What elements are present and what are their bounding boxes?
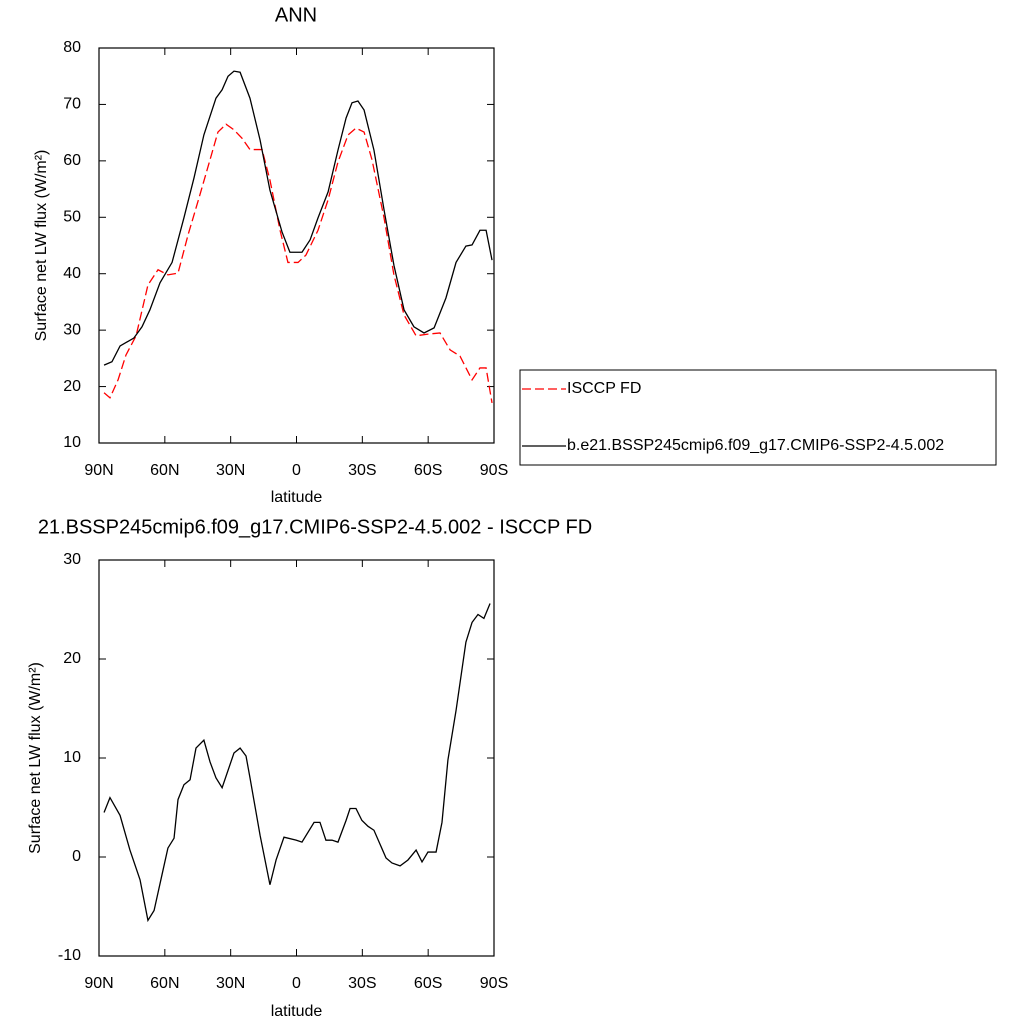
y-axis-label: Surface net LW flux (W/m²) — [27, 662, 44, 854]
plot-frame — [98, 47, 495, 444]
y-tick-label: 80 — [63, 39, 81, 56]
x-tick-label: 90N — [84, 462, 113, 479]
data-line — [103, 70, 493, 366]
y-tick-label: -10 — [58, 947, 81, 964]
y-tick-label: 30 — [63, 321, 81, 338]
x-tick-label: 90S — [480, 462, 508, 479]
x-tick-label: 0 — [292, 462, 301, 479]
x-axis-label: latitude — [271, 1003, 323, 1020]
x-axis-label: latitude — [271, 489, 323, 506]
y-tick-label: 0 — [72, 848, 81, 865]
y-tick-label: 20 — [63, 650, 81, 667]
x-tick-label: 30N — [216, 975, 245, 992]
y-tick-label: 10 — [63, 749, 81, 766]
y-tick-label: 50 — [63, 209, 81, 226]
y-tick-label: 10 — [63, 434, 81, 451]
x-tick-label: 30S — [348, 462, 376, 479]
x-tick-label: 60N — [150, 462, 179, 479]
legend-frame — [519, 369, 997, 466]
x-tick-label: 60S — [414, 975, 442, 992]
x-tick-label: 0 — [292, 975, 301, 992]
y-tick-label: 20 — [63, 378, 81, 395]
y-tick-label: 60 — [63, 152, 81, 169]
y-tick-label: 40 — [63, 265, 81, 282]
y-tick-label: 70 — [63, 96, 81, 113]
x-tick-label: 60S — [414, 462, 442, 479]
chart-title: 21.BSSP245cmip6.f09_g17.CMIP6-SSP2-4.5.0… — [38, 516, 592, 538]
x-tick-label: 30S — [348, 975, 376, 992]
legend-label: b.e21.BSSP245cmip6.f09_g17.CMIP6-SSP2-4.… — [567, 437, 944, 454]
chart-title: ANN — [275, 4, 317, 26]
y-axis-label: Surface net LW flux (W/m²) — [33, 150, 50, 342]
data-line — [103, 603, 491, 923]
x-tick-label: 90N — [84, 975, 113, 992]
data-line — [103, 123, 493, 404]
x-tick-label: 90S — [480, 975, 508, 992]
x-tick-label: 60N — [150, 975, 179, 992]
y-tick-label: 30 — [63, 551, 81, 568]
legend-label: ISCCP FD — [567, 380, 641, 397]
plot-frame — [98, 559, 495, 957]
x-tick-label: 30N — [216, 462, 245, 479]
